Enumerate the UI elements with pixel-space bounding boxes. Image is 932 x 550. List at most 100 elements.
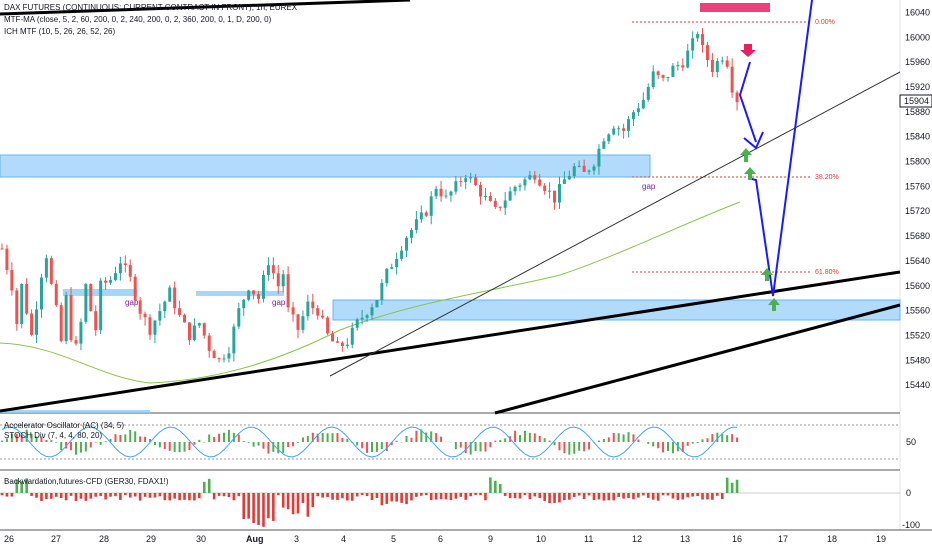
candle-body: [607, 134, 611, 142]
backwardation-bar: [143, 493, 147, 497]
candle-body: [380, 283, 384, 301]
candle-body: [656, 71, 660, 76]
oscillator-bar: [474, 442, 477, 451]
backwardation-bar: [321, 493, 324, 498]
candle-body: [375, 300, 379, 308]
price-tick-label: 16040: [905, 7, 930, 17]
backwardation-bar: [720, 493, 724, 500]
candle-body: [533, 175, 537, 180]
oscillator-bar: [597, 440, 600, 442]
oscillator-bar: [134, 431, 137, 442]
oscillator-bar: [45, 439, 48, 442]
oscillator-bar: [459, 442, 462, 448]
time-tick-label: 12: [632, 534, 642, 544]
top-marker: [700, 3, 770, 12]
backwardation-bar: [331, 493, 334, 500]
backwardation-bar: [173, 493, 176, 499]
oscillator-bar: [124, 434, 127, 442]
indicator-mtf-ma: MTF-MA (close, 5, 2, 60, 200, 0, 2, 240,…: [4, 15, 272, 24]
backwardation-pane[interactable]: [0, 477, 900, 527]
backwardation-bar: [587, 493, 591, 496]
backwardation-bar: [711, 493, 714, 500]
oscillator-bar: [70, 442, 73, 451]
backwardation-bar: [311, 493, 315, 508]
candle-body: [360, 317, 364, 320]
oscillator-bar: [420, 429, 423, 442]
oscillator-bar: [528, 432, 531, 442]
time-axis-ticks[interactable]: 26 27 28 29 30 Aug 3 4 5 6 9 10 11 12 13 16 17 18 19: [4, 534, 886, 544]
backwardation-bar: [459, 493, 463, 497]
candle-body: [237, 308, 241, 327]
candle-body: [548, 190, 552, 192]
candle-body: [123, 263, 127, 265]
candle-body: [636, 108, 640, 113]
price-tick-label: 15600: [905, 281, 930, 291]
oscillator-bar: [484, 442, 487, 452]
oscillator-bar: [292, 442, 295, 447]
oscillator-bar: [321, 432, 324, 442]
oscillator-bar: [430, 431, 433, 442]
candle-body: [538, 179, 542, 186]
time-tick-label: 19: [876, 534, 886, 544]
oscillator-bar: [375, 442, 378, 452]
backwardation-bar: [79, 493, 83, 499]
candle-body: [646, 87, 650, 100]
candle-body: [227, 353, 231, 359]
backwardation-bar: [577, 493, 581, 496]
backwardation-bar: [686, 493, 690, 498]
oscillator-bar: [1, 440, 3, 442]
candle-body: [143, 313, 147, 318]
oscillator-bar: [385, 442, 388, 452]
candle-body: [523, 179, 527, 186]
oscillator-bar: [316, 433, 319, 442]
candle-body: [592, 166, 596, 171]
backwardation-bar: [538, 493, 542, 499]
oscillator-bar: [538, 435, 541, 442]
candle-body: [0, 248, 4, 250]
candle-body: [291, 307, 295, 315]
backwardation-bar: [627, 493, 630, 499]
candle-body: [242, 299, 246, 309]
candle-body: [345, 344, 349, 347]
oscillator-bar: [277, 442, 280, 454]
oscillator-bar: [632, 434, 635, 442]
price-tick-label: 15960: [905, 57, 930, 67]
candle-body: [370, 307, 374, 316]
oscillator-bar: [380, 442, 383, 449]
backwardation-bar: [346, 493, 349, 501]
oscillator-bar: [691, 442, 694, 444]
backwardation-bar: [336, 493, 339, 501]
price-axis-area[interactable]: [899, 0, 932, 530]
candle-body: [479, 185, 483, 197]
oscillator-bar: [573, 442, 576, 454]
backwardation-bar: [74, 493, 78, 501]
zone-bottom-left: [0, 410, 150, 413]
oscillator-bar: [662, 442, 665, 453]
oscillator-bar: [454, 442, 457, 450]
oscillator-pane[interactable]: [0, 424, 900, 460]
oscillator-bar: [326, 433, 329, 442]
candle-body: [641, 99, 645, 109]
indicator-ichimoku: ICH MTF (10, 5, 26, 26, 52, 26): [4, 27, 115, 36]
oscillator-bar: [213, 437, 216, 442]
oscillator-bar: [514, 430, 517, 442]
candle-body: [192, 325, 196, 341]
oscillator-bar: [15, 433, 18, 442]
candle-body: [232, 326, 236, 354]
backwardation-bar: [252, 493, 255, 524]
candle-body: [133, 276, 137, 301]
oscillator-bar: [55, 442, 58, 443]
fib-label-61: 61.80%: [815, 269, 839, 276]
candle-body: [163, 301, 167, 312]
time-tick-label: 26: [4, 534, 14, 544]
oscillator-bar: [435, 433, 438, 442]
oscillator-bar: [188, 442, 191, 451]
backwardation-bar: [691, 493, 694, 497]
oscillator-bar: [336, 432, 339, 442]
candle-body: [503, 200, 507, 208]
backwardation-bar: [217, 493, 221, 496]
oscillator-bar: [469, 442, 472, 455]
backwardation-bar: [306, 493, 310, 517]
oscillator-bar: [193, 442, 196, 445]
